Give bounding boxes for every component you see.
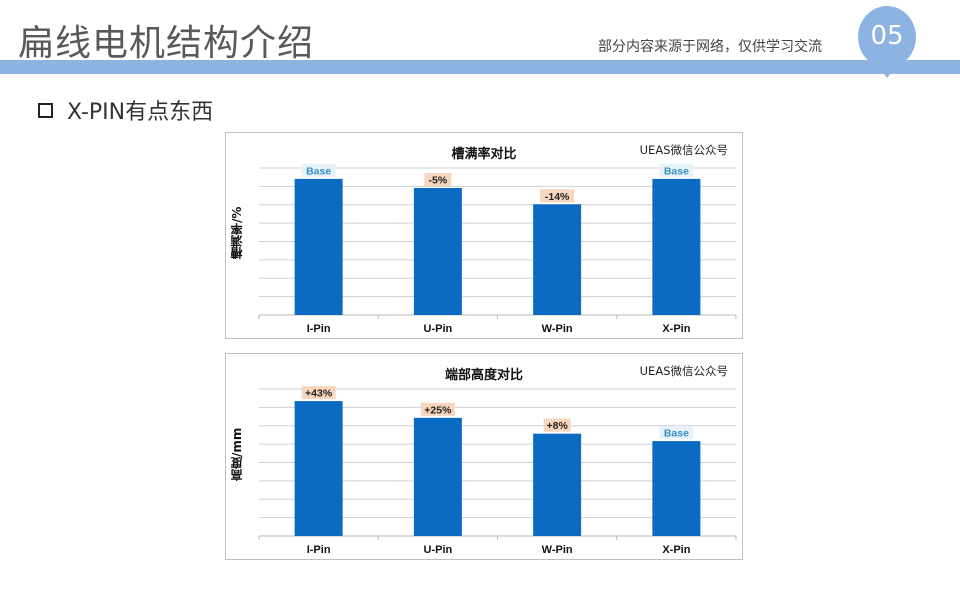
chart-title: 端部高度对比 [444, 368, 523, 383]
data-label: Base [664, 165, 689, 177]
x-tick-label: U-Pin [424, 544, 453, 556]
x-tick-label: W-Pin [542, 544, 573, 556]
slot-fill-chart: I-Pin Base U-Pin -5% W-Pin -14% X-Pin Base 槽满率对… [225, 132, 743, 339]
bar-w-pin [533, 433, 582, 536]
data-label: +8% [546, 420, 568, 432]
x-tick-label: X-Pin [662, 323, 690, 335]
source-notice: 部分内容来源于网络，仅供学习交流 [598, 39, 822, 55]
data-label-background [424, 172, 452, 186]
end-height-chart: I-Pin +43% U-Pin +25% W-Pin +8% X-Pin Base 端部高度… [225, 353, 743, 560]
bar-i-pin [294, 178, 343, 315]
chart-source: UEAS微信公众号 [639, 143, 728, 157]
header-band [0, 60, 960, 74]
data-label: Base [664, 428, 689, 440]
chart-plot: I-Pin Base U-Pin -5% W-Pin -14% X-Pin Base [258, 163, 737, 335]
x-tick-label: I-Pin [307, 323, 331, 335]
data-label-background [301, 163, 336, 177]
y-axis-label: 高度/mm [230, 427, 244, 481]
chart-plot: I-Pin +43% U-Pin +25% W-Pin +8% X-Pin Base [258, 386, 737, 556]
data-label-background [543, 418, 571, 432]
data-label-background [301, 386, 336, 400]
section-bullet: X-PIN有点东西 [38, 94, 213, 126]
bar-i-pin [294, 401, 343, 536]
bar-u-pin [413, 187, 462, 315]
data-label-background [659, 163, 694, 177]
x-tick-label: I-Pin [307, 544, 331, 556]
bar-u-pin [413, 417, 462, 536]
bar-x-pin [652, 178, 701, 315]
x-tick-label: U-Pin [424, 323, 453, 335]
bar-x-pin [652, 441, 701, 536]
page-number-badge: 05 [858, 6, 916, 68]
data-label-background [659, 426, 694, 440]
y-axis-label: 槽满率/% [230, 206, 244, 260]
section-heading: X-PIN有点东西 [67, 100, 214, 125]
data-label-background [540, 189, 575, 203]
bar-w-pin [533, 204, 582, 315]
data-label: -14% [545, 191, 570, 203]
page-title: 扁线电机结构介绍 [18, 23, 315, 64]
chart-source: UEAS微信公众号 [639, 364, 728, 378]
data-label: +25% [424, 404, 452, 416]
chart-title: 槽满率对比 [451, 147, 517, 162]
data-label: -5% [429, 174, 448, 186]
x-tick-label: X-Pin [662, 544, 690, 556]
data-label: Base [306, 165, 331, 177]
x-tick-label: W-Pin [542, 323, 573, 335]
data-label-background [420, 402, 455, 416]
square-bullet-icon [38, 102, 53, 118]
data-label: +43% [305, 388, 333, 400]
